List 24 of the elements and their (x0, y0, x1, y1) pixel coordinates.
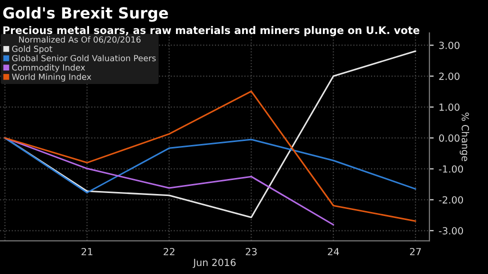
legend-label: Gold Spot (12, 46, 52, 54)
legend-label: Global Senior Gold Valuation Peers (12, 54, 156, 62)
y-tick-label: -3.00 (438, 227, 463, 234)
y-tick-label: -2.00 (438, 196, 463, 204)
legend-label: Commodity Index (12, 64, 86, 72)
x-tick-label: 22 (164, 248, 174, 256)
y-tick-label: -1.00 (438, 165, 463, 173)
x-axis-title: Jun 2016 (192, 258, 236, 268)
y-axis-title: % Change (460, 112, 470, 162)
line-series (4, 137, 416, 194)
chart-title: Gold's Brexit Surge (3, 6, 168, 22)
line-series (4, 90, 416, 222)
x-tick-label: 24 (328, 248, 340, 256)
y-tick-label: 3.00 (439, 42, 460, 50)
line-series (4, 137, 334, 226)
legend-label: World Mining Index (12, 73, 92, 82)
y-tick-label: 0.00 (439, 134, 460, 142)
legend-title: Normalized As Of 06/20/2016 (19, 36, 141, 44)
x-tick-label: 27 (410, 248, 421, 256)
y-tick-label: 2.00 (439, 72, 460, 80)
y-tick-label: 1.00 (440, 104, 460, 111)
chart-subtitle: Precious metal soars, as raw materials and miners plunge on U.K. vote (3, 26, 420, 36)
x-tick-label: 21 (82, 248, 92, 256)
x-tick-label: 23 (246, 248, 257, 256)
